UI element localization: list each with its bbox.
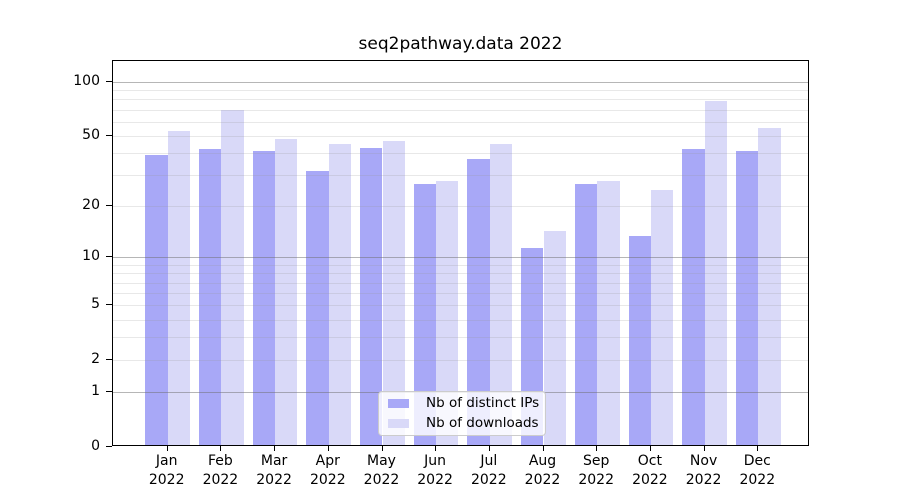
bar-nb-of-distinct-ips-dec (735, 151, 759, 445)
y-tick-label: 2 (91, 351, 100, 368)
y-tick-label: 0 (91, 438, 100, 454)
x-tick-label-sep: Sep 2022 (578, 453, 615, 488)
x-tick-label-jul: Jul 2022 (470, 453, 507, 488)
bar-nb-of-downloads-nov (704, 101, 727, 445)
y-tick-label: 20 (82, 197, 100, 214)
x-tick (435, 446, 437, 451)
y-tick-label: 10 (82, 248, 100, 265)
y-tick (106, 446, 112, 447)
x-tick-label-aug: Aug 2022 (524, 453, 561, 488)
x-tick (166, 446, 168, 451)
gridline-minor (113, 273, 808, 275)
bar-nb-of-distinct-ips-may (360, 147, 383, 445)
chart-title: seq2pathway.data 2022 (358, 34, 563, 54)
bar-nb-of-distinct-ips-jan (145, 155, 168, 445)
gridline-minor (113, 293, 808, 295)
bar-nb-of-downloads-sep (597, 181, 620, 445)
x-tick (381, 446, 383, 451)
gridline-minor (113, 360, 808, 362)
grid-layer (113, 61, 808, 445)
bar-nb-of-downloads-jun (436, 181, 459, 445)
x-tick-label-oct: Oct 2022 (632, 453, 668, 488)
bar-nb-of-downloads-dec (758, 128, 781, 445)
gridline-minor (113, 264, 808, 266)
y-tick-label: 1 (91, 383, 100, 400)
x-tick (542, 446, 544, 451)
bar-nb-of-downloads-apr (328, 143, 352, 445)
legend-swatch-nb-of-distinct-ips (388, 399, 409, 408)
gridline-minor (113, 109, 808, 111)
gridline-minor (113, 136, 808, 137)
bar-nb-of-downloads-oct (650, 190, 674, 445)
legend-label: Nb of distinct IPs (426, 395, 540, 411)
y-tick-label: 50 (82, 127, 100, 143)
legend-item: Nb of downloads (388, 415, 539, 432)
x-tick (757, 446, 759, 451)
bar-nb-of-downloads-may (382, 140, 405, 445)
x-tick (649, 446, 651, 451)
gridline-major (113, 81, 808, 83)
gridline-minor (113, 90, 808, 92)
gridline-minor (113, 206, 808, 208)
bar-nb-of-distinct-ips-jul (467, 159, 490, 445)
bar-nb-of-distinct-ips-mar (252, 151, 276, 445)
x-tick (703, 446, 705, 451)
x-tick-label-jan: Jan 2022 (148, 453, 185, 488)
bar-nb-of-downloads-jul (489, 143, 513, 445)
bar-nb-of-distinct-ips-apr (306, 170, 329, 445)
gridline-minor (113, 305, 808, 307)
gridline-minor (113, 99, 808, 101)
x-tick (220, 446, 222, 451)
gridline-minor (113, 121, 808, 123)
x-tick (274, 446, 276, 451)
x-tick-label-may: May 2022 (363, 453, 400, 488)
bar-nb-of-downloads-mar (275, 138, 298, 445)
legend-label: Nb of downloads (426, 415, 539, 431)
gridline-major (113, 257, 808, 259)
x-tick-label-dec: Dec 2022 (739, 453, 776, 488)
bar-nb-of-downloads-feb (221, 110, 244, 445)
bar-nb-of-distinct-ips-sep (574, 184, 598, 445)
gridline-minor (113, 337, 808, 339)
y-tick-label: 100 (73, 72, 100, 89)
gridline-minor (113, 153, 808, 155)
bar-nb-of-distinct-ips-nov (682, 149, 705, 445)
bar-nb-of-distinct-ips-jun (413, 184, 437, 445)
x-tick-label-apr: Apr 2022 (309, 453, 346, 488)
bar-nb-of-downloads-jan (167, 130, 191, 445)
x-tick (488, 446, 490, 451)
x-tick (596, 446, 598, 451)
bar-nb-of-downloads-aug (543, 230, 566, 445)
x-tick (327, 446, 329, 451)
x-tick-label-mar: Mar 2022 (256, 453, 292, 488)
gridline-minor (113, 175, 808, 177)
legend-swatch-nb-of-downloads (388, 419, 409, 428)
gridline-minor (113, 319, 808, 321)
bar-nb-of-distinct-ips-feb (199, 149, 222, 445)
x-tick-label-nov: Nov 2022 (685, 453, 722, 488)
legend-item: Nb of distinct IPs (388, 395, 540, 412)
y-tick-label: 5 (91, 296, 100, 313)
plot-area: Nb of distinct IPs Nb of downloads (112, 60, 809, 446)
gridline-minor (113, 282, 808, 284)
legend: Nb of distinct IPs Nb of downloads (378, 391, 546, 436)
x-tick-label-feb: Feb 2022 (202, 453, 239, 488)
x-tick-label-jun: Jun 2022 (417, 453, 453, 488)
